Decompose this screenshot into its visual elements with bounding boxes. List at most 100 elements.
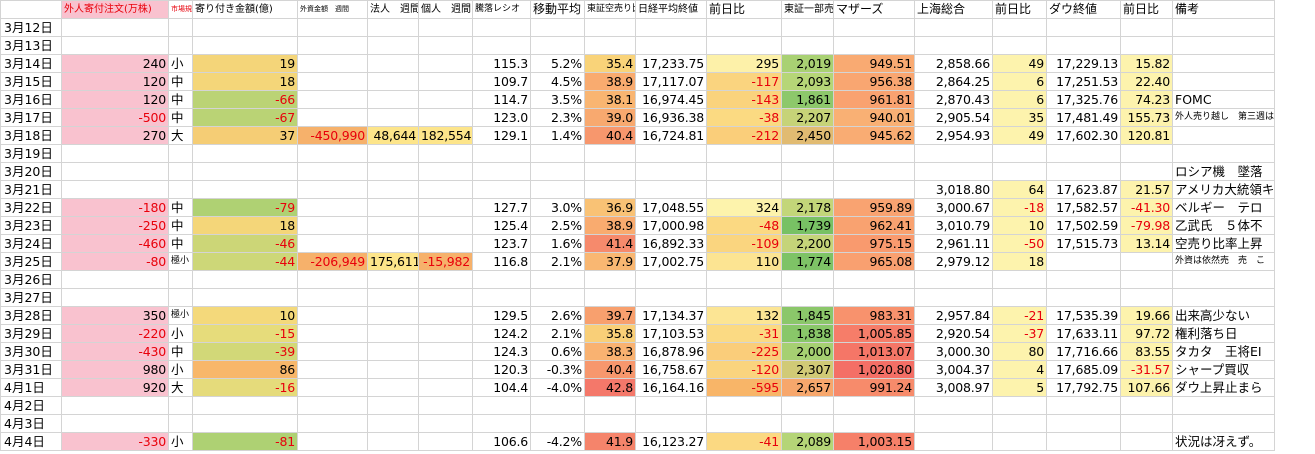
note-cell[interactable]	[1173, 415, 1275, 433]
shanghai-cell[interactable]	[915, 433, 993, 451]
shanghai-change-cell[interactable]: 5	[993, 379, 1047, 397]
dow-change-cell[interactable]: 107.66	[1121, 379, 1173, 397]
date-cell[interactable]: 3月18日	[1, 127, 62, 145]
shanghai-cell[interactable]: 3,000.30	[915, 343, 993, 361]
tse-volume-cell[interactable]	[782, 271, 834, 289]
short-ratio-cell[interactable]: 38.9	[585, 73, 636, 91]
nikkei-close-cell[interactable]	[636, 145, 707, 163]
nikkei-change-cell[interactable]: -595	[707, 379, 782, 397]
tse-volume-cell[interactable]: 2,207	[782, 109, 834, 127]
nikkei-close-cell[interactable]	[636, 271, 707, 289]
market-size-cell[interactable]: 大	[169, 127, 193, 145]
mothers-cell[interactable]: 961.81	[834, 91, 915, 109]
adr-cell[interactable]: 120.3	[473, 361, 531, 379]
moving-average-cell[interactable]: 1.6%	[531, 235, 585, 253]
dow-change-cell[interactable]: 22.40	[1121, 73, 1173, 91]
dow-close-cell[interactable]	[1047, 433, 1121, 451]
mothers-cell[interactable]: 956.38	[834, 73, 915, 91]
open-amount-cell[interactable]	[193, 271, 298, 289]
foreign-weekly-cell[interactable]	[298, 217, 368, 235]
shanghai-change-cell[interactable]	[993, 397, 1047, 415]
corp-weekly-cell[interactable]	[368, 163, 419, 181]
mothers-cell[interactable]	[834, 181, 915, 199]
dow-close-cell[interactable]	[1047, 397, 1121, 415]
note-cell[interactable]: ロシア機 墜落	[1173, 163, 1275, 181]
shanghai-cell[interactable]	[915, 19, 993, 37]
adr-cell[interactable]: 129.5	[473, 307, 531, 325]
shanghai-change-cell[interactable]	[993, 271, 1047, 289]
shanghai-cell[interactable]	[915, 289, 993, 307]
note-cell[interactable]: ベルギー テロ	[1173, 199, 1275, 217]
dow-change-cell[interactable]: 19.66	[1121, 307, 1173, 325]
mothers-cell[interactable]: 1,020.80	[834, 361, 915, 379]
market-size-cell[interactable]: 中	[169, 199, 193, 217]
dow-close-cell[interactable]	[1047, 37, 1121, 55]
dow-close-cell[interactable]: 17,535.39	[1047, 307, 1121, 325]
date-cell[interactable]: 3月19日	[1, 145, 62, 163]
dow-change-cell[interactable]	[1121, 433, 1173, 451]
note-cell[interactable]	[1173, 55, 1275, 73]
column-header[interactable]: 東証一部売買	[782, 1, 834, 19]
nikkei-change-cell[interactable]: 324	[707, 199, 782, 217]
date-cell[interactable]: 4月1日	[1, 379, 62, 397]
market-size-cell[interactable]: 中	[169, 73, 193, 91]
nikkei-close-cell[interactable]: 17,103.53	[636, 325, 707, 343]
shanghai-cell[interactable]: 3,018.80	[915, 181, 993, 199]
short-ratio-cell[interactable]: 38.3	[585, 343, 636, 361]
foreign-weekly-cell[interactable]	[298, 109, 368, 127]
dow-change-cell[interactable]: 15.82	[1121, 55, 1173, 73]
moving-average-cell[interactable]	[531, 181, 585, 199]
indiv-weekly-cell[interactable]	[419, 271, 473, 289]
nikkei-change-cell[interactable]: -109	[707, 235, 782, 253]
adr-cell[interactable]: 115.3	[473, 55, 531, 73]
foreign-weekly-cell[interactable]	[298, 289, 368, 307]
dow-close-cell[interactable]: 17,502.59	[1047, 217, 1121, 235]
note-cell[interactable]	[1173, 37, 1275, 55]
date-cell[interactable]: 3月21日	[1, 181, 62, 199]
nikkei-change-cell[interactable]	[707, 397, 782, 415]
shanghai-cell[interactable]: 2,954.93	[915, 127, 993, 145]
corp-weekly-cell[interactable]	[368, 343, 419, 361]
mothers-cell[interactable]	[834, 145, 915, 163]
nikkei-change-cell[interactable]	[707, 415, 782, 433]
dow-change-cell[interactable]: 120.81	[1121, 127, 1173, 145]
dow-close-cell[interactable]	[1047, 253, 1121, 271]
market-size-cell[interactable]	[169, 415, 193, 433]
indiv-weekly-cell[interactable]	[419, 361, 473, 379]
corp-weekly-cell[interactable]	[368, 379, 419, 397]
short-ratio-cell[interactable]: 38.9	[585, 217, 636, 235]
nikkei-close-cell[interactable]: 17,048.55	[636, 199, 707, 217]
nikkei-change-cell[interactable]: -117	[707, 73, 782, 91]
market-size-cell[interactable]	[169, 19, 193, 37]
date-cell[interactable]: 3月14日	[1, 55, 62, 73]
moving-average-cell[interactable]: 5.2%	[531, 55, 585, 73]
market-size-cell[interactable]	[169, 289, 193, 307]
nikkei-change-cell[interactable]	[707, 19, 782, 37]
nikkei-change-cell[interactable]: 132	[707, 307, 782, 325]
dow-change-cell[interactable]	[1121, 145, 1173, 163]
nikkei-close-cell[interactable]: 16,936.38	[636, 109, 707, 127]
foreign-weekly-cell[interactable]	[298, 91, 368, 109]
foreign-weekly-cell[interactable]	[298, 181, 368, 199]
adr-cell[interactable]: 116.8	[473, 253, 531, 271]
shanghai-cell[interactable]: 3,000.67	[915, 199, 993, 217]
corp-weekly-cell[interactable]	[368, 397, 419, 415]
column-header[interactable]: ダウ終値	[1047, 1, 1121, 19]
short-ratio-cell[interactable]	[585, 163, 636, 181]
mothers-cell[interactable]: 959.89	[834, 199, 915, 217]
tse-volume-cell[interactable]: 1,838	[782, 325, 834, 343]
dow-change-cell[interactable]	[1121, 271, 1173, 289]
date-cell[interactable]: 3月26日	[1, 271, 62, 289]
corp-weekly-cell[interactable]	[368, 307, 419, 325]
dow-change-cell[interactable]	[1121, 37, 1173, 55]
tse-volume-cell[interactable]: 2,450	[782, 127, 834, 145]
moving-average-cell[interactable]: 2.5%	[531, 217, 585, 235]
dow-close-cell[interactable]: 17,229.13	[1047, 55, 1121, 73]
shanghai-cell[interactable]	[915, 271, 993, 289]
corp-weekly-cell[interactable]	[368, 433, 419, 451]
short-ratio-cell[interactable]: 41.4	[585, 235, 636, 253]
foreign-orders-cell[interactable]: 120	[62, 91, 169, 109]
shanghai-change-cell[interactable]: 18	[993, 253, 1047, 271]
nikkei-close-cell[interactable]: 17,000.98	[636, 217, 707, 235]
shanghai-change-cell[interactable]	[993, 19, 1047, 37]
